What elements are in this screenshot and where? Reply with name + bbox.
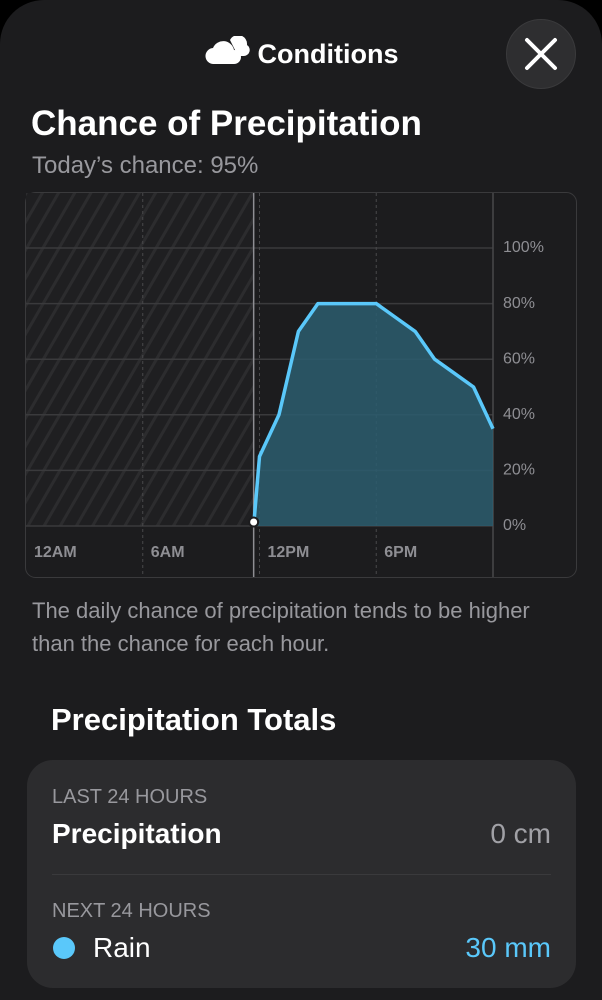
totals-title: Precipitation Totals xyxy=(51,702,337,737)
y-tick-label: 0% xyxy=(503,517,526,534)
close-icon xyxy=(525,38,557,70)
rain-dot xyxy=(53,937,75,959)
y-tick-label: 100% xyxy=(503,239,544,256)
y-tick-label: 60% xyxy=(503,350,535,367)
now-point xyxy=(248,516,260,528)
cloud-icon xyxy=(204,35,250,65)
total-value: 30 mm xyxy=(465,932,551,963)
y-tick-label: 20% xyxy=(503,462,535,479)
note: The daily chance of precipitation tends … xyxy=(32,598,530,656)
x-tick-label: 6PM xyxy=(384,544,417,561)
header-title: Conditions xyxy=(257,39,399,69)
total-value: 0 cm xyxy=(490,818,551,849)
y-tick-label: 40% xyxy=(503,406,535,423)
separator xyxy=(52,874,551,875)
x-tick-label: 12PM xyxy=(268,544,310,561)
x-tick-label: 12AM xyxy=(34,544,77,561)
y-tick-label: 80% xyxy=(503,295,535,312)
period: NEXT 24 HOURS xyxy=(52,900,211,922)
totals-card: LAST 24 HOURS Precipitation 0 cm NEXT 24… xyxy=(27,760,576,988)
line xyxy=(251,301,495,527)
chart: 0% 20% 40% 60% 80% 100% 12AM 6AM 12PM 6PM xyxy=(25,192,577,578)
period: LAST 24 HOURS xyxy=(52,786,208,808)
x-tick-label: 6AM xyxy=(151,544,185,561)
header: Conditions xyxy=(0,35,602,70)
close-button[interactable] xyxy=(506,19,576,89)
section-title: Chance of Precipitation xyxy=(31,104,422,143)
total-label: Precipitation xyxy=(52,818,222,849)
total-label: Rain xyxy=(93,932,151,963)
section-subtitle: Today’s chance: 95% xyxy=(32,152,259,179)
